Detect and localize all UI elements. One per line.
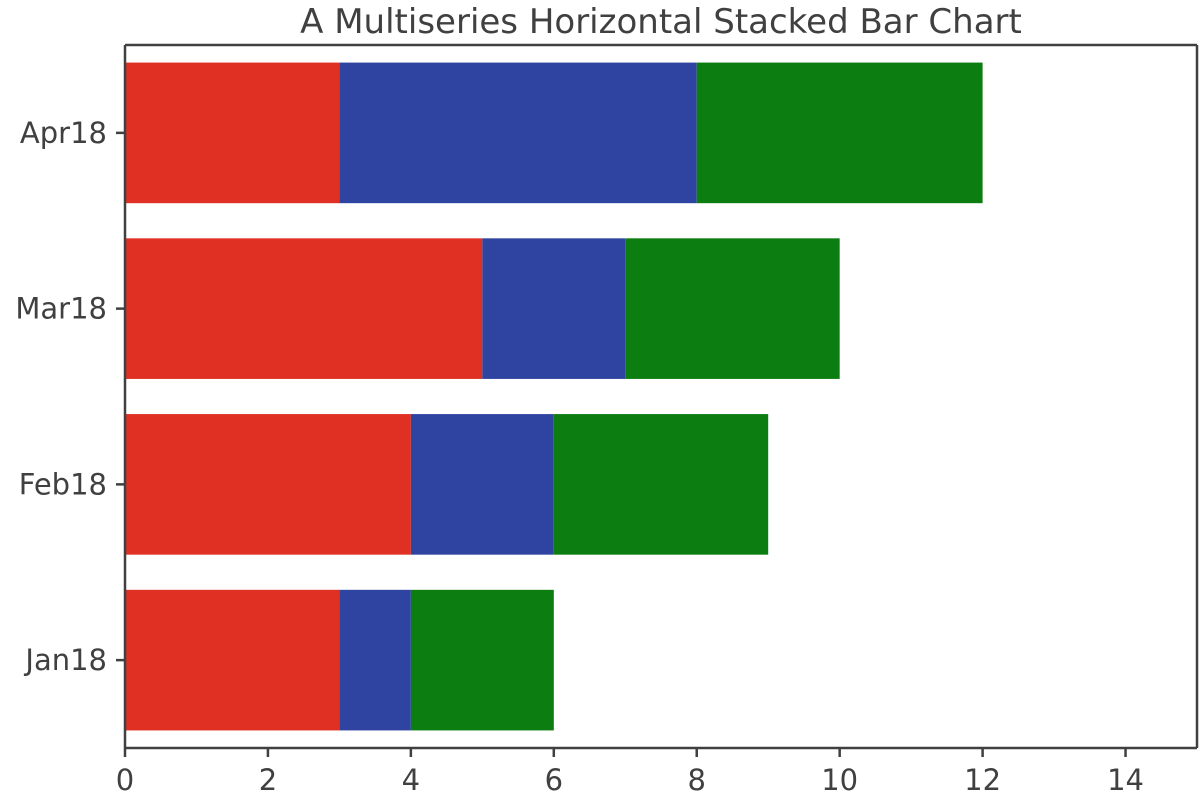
x-tick-label-2: 2 <box>259 763 277 797</box>
bar-segment-jan18-s3 <box>410 589 554 731</box>
bars-layer <box>125 62 983 731</box>
x-tick-label-14: 14 <box>1107 763 1144 797</box>
ticks-layer: 0 2 4 6 8 10 12 14 Jan18 Feb18 Mar18 Apr18 <box>15 116 1144 797</box>
chart-title: A Multiseries Horizontal Stacked Bar Cha… <box>300 2 1022 42</box>
bar-segment-apr18-s1 <box>125 62 340 204</box>
bar-segment-feb18-s2 <box>410 414 554 555</box>
x-tick-label-6: 6 <box>545 763 563 797</box>
x-tick-label-10: 10 <box>821 763 858 797</box>
bar-segment-mar18-s1 <box>125 238 483 379</box>
y-tick-label-mar18: Mar18 <box>15 292 107 326</box>
bar-segment-jan18-s1 <box>125 589 340 731</box>
bar-segment-mar18-s3 <box>625 238 840 379</box>
x-tick-label-4: 4 <box>402 763 420 797</box>
bar-segment-feb18-s3 <box>553 414 769 555</box>
y-tick-label-apr18: Apr18 <box>20 116 107 150</box>
bar-segment-apr18-s2 <box>339 62 697 204</box>
bar-segment-apr18-s3 <box>696 62 983 204</box>
axes-layer <box>123 43 1199 750</box>
y-tick-label-feb18: Feb18 <box>19 467 107 501</box>
bar-segment-mar18-s2 <box>482 238 626 379</box>
bar-segment-jan18-s2 <box>339 589 411 731</box>
x-tick-label-12: 12 <box>964 763 1001 797</box>
x-tick-label-0: 0 <box>116 763 134 797</box>
y-tick-label-jan18: Jan18 <box>23 643 107 677</box>
x-tick-label-8: 8 <box>688 763 706 797</box>
bar-segment-feb18-s1 <box>125 414 411 555</box>
